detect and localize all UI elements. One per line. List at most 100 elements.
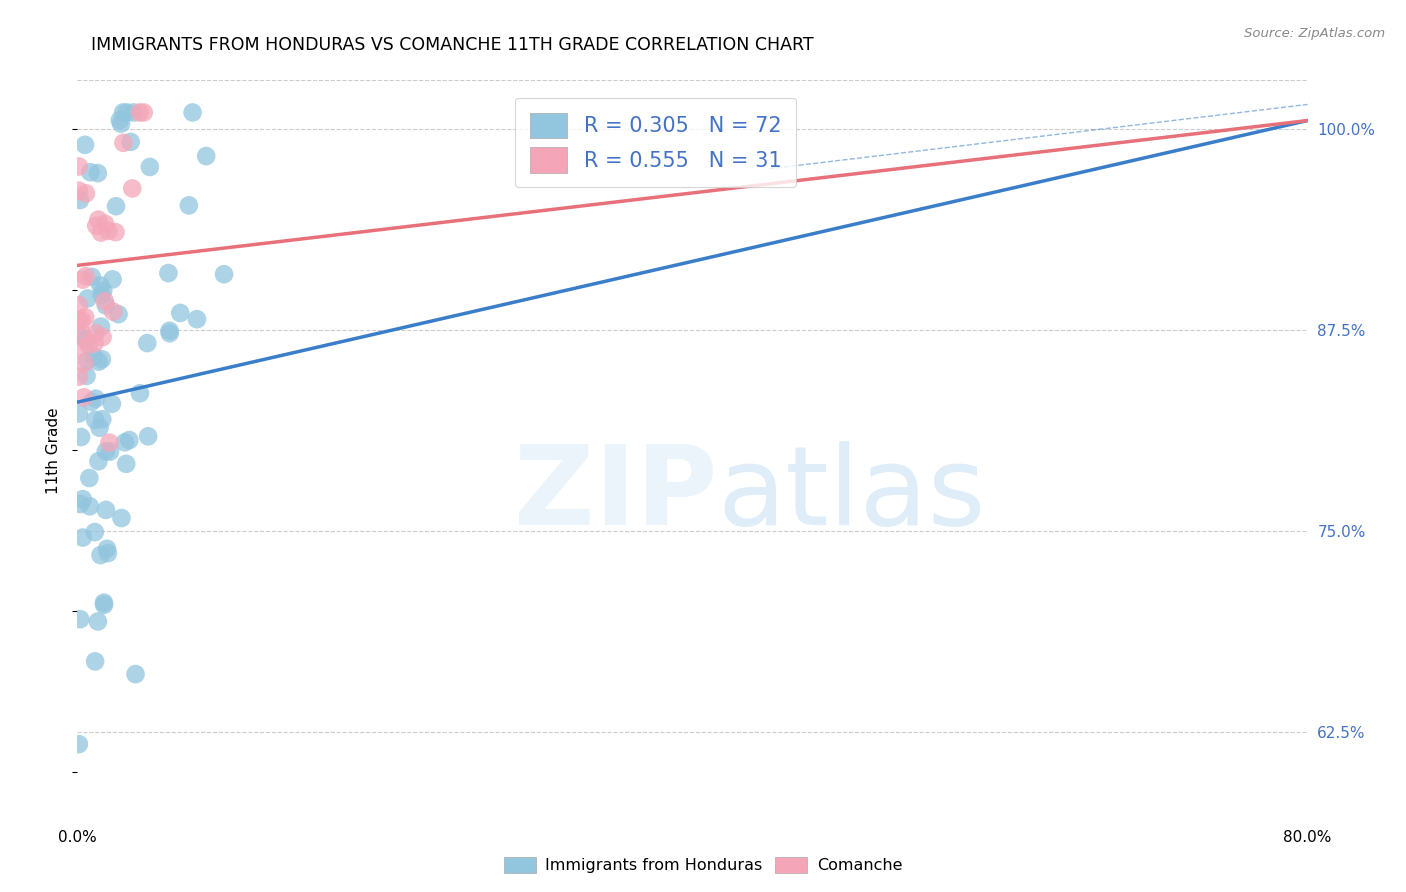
Point bbox=[136, 429, 159, 443]
Point bbox=[69, 193, 91, 207]
Point bbox=[105, 199, 128, 213]
Point bbox=[72, 326, 94, 341]
Point bbox=[84, 654, 107, 668]
Point bbox=[89, 278, 111, 293]
Point bbox=[67, 329, 90, 343]
Point bbox=[69, 612, 91, 626]
Point bbox=[67, 407, 90, 421]
Point bbox=[84, 392, 107, 406]
Point bbox=[72, 531, 94, 545]
Point bbox=[159, 324, 181, 338]
Point bbox=[128, 105, 150, 120]
Point bbox=[169, 306, 191, 320]
Point bbox=[121, 181, 143, 195]
Point bbox=[76, 368, 98, 383]
Point bbox=[96, 541, 118, 556]
Text: ZIP: ZIP bbox=[513, 442, 717, 549]
Point bbox=[90, 226, 112, 240]
Point bbox=[67, 341, 90, 355]
Point bbox=[103, 304, 125, 318]
Point bbox=[90, 319, 112, 334]
Point bbox=[110, 117, 132, 131]
Legend: R = 0.305   N = 72, R = 0.555   N = 31: R = 0.305 N = 72, R = 0.555 N = 31 bbox=[515, 98, 796, 187]
Point bbox=[212, 267, 235, 281]
Point bbox=[157, 266, 180, 280]
Point bbox=[120, 135, 142, 149]
Y-axis label: 11th Grade: 11th Grade bbox=[46, 407, 62, 494]
Point bbox=[73, 356, 96, 370]
Point bbox=[67, 184, 90, 198]
Point bbox=[115, 105, 138, 120]
Point bbox=[67, 313, 90, 327]
Point bbox=[83, 350, 105, 364]
Point bbox=[93, 596, 115, 610]
Point bbox=[112, 136, 135, 150]
Point bbox=[70, 313, 93, 327]
Point bbox=[76, 353, 98, 368]
Point bbox=[75, 186, 97, 201]
Point bbox=[94, 298, 117, 312]
Point bbox=[72, 273, 94, 287]
Point bbox=[114, 435, 136, 450]
Point bbox=[132, 105, 155, 120]
Point bbox=[91, 412, 114, 426]
Point bbox=[87, 615, 110, 629]
Legend: Immigrants from Honduras, Comanche: Immigrants from Honduras, Comanche bbox=[498, 850, 908, 880]
Point bbox=[83, 524, 105, 539]
Point bbox=[91, 330, 114, 344]
Point bbox=[118, 433, 141, 447]
Point bbox=[79, 500, 101, 514]
Point bbox=[67, 369, 90, 384]
Point bbox=[76, 292, 98, 306]
Point bbox=[104, 225, 127, 239]
Point bbox=[87, 454, 110, 468]
Point bbox=[122, 105, 145, 120]
Point bbox=[84, 413, 107, 427]
Point bbox=[87, 354, 110, 368]
Point bbox=[75, 333, 97, 347]
Point bbox=[75, 269, 97, 284]
Point bbox=[84, 326, 107, 341]
Point bbox=[87, 212, 110, 227]
Point bbox=[94, 503, 117, 517]
Point bbox=[98, 444, 121, 458]
Point bbox=[110, 511, 132, 525]
Point bbox=[139, 160, 162, 174]
Point bbox=[70, 430, 93, 444]
Point bbox=[90, 287, 112, 301]
Point bbox=[73, 390, 96, 404]
Text: Source: ZipAtlas.com: Source: ZipAtlas.com bbox=[1244, 27, 1385, 40]
Text: IMMIGRANTS FROM HONDURAS VS COMANCHE 11TH GRADE CORRELATION CHART: IMMIGRANTS FROM HONDURAS VS COMANCHE 11T… bbox=[91, 36, 814, 54]
Point bbox=[124, 667, 146, 681]
Point bbox=[94, 444, 117, 458]
Point bbox=[67, 160, 90, 174]
Point bbox=[112, 105, 135, 120]
Point bbox=[67, 298, 90, 312]
Point bbox=[75, 310, 97, 325]
Point bbox=[129, 386, 152, 401]
Point bbox=[195, 149, 218, 163]
Point bbox=[72, 492, 94, 507]
Point bbox=[89, 548, 111, 562]
Point bbox=[83, 336, 105, 351]
Point bbox=[90, 352, 112, 367]
Point bbox=[73, 137, 96, 152]
Point bbox=[69, 497, 91, 511]
Point bbox=[136, 336, 159, 351]
Point bbox=[108, 113, 131, 128]
Point bbox=[93, 598, 115, 612]
Point bbox=[177, 198, 200, 212]
Point bbox=[80, 269, 103, 284]
Point bbox=[80, 394, 103, 409]
Point bbox=[67, 737, 90, 751]
Text: atlas: atlas bbox=[717, 442, 986, 549]
Point bbox=[94, 217, 117, 231]
Point bbox=[94, 294, 117, 309]
Point bbox=[79, 471, 101, 485]
Point bbox=[97, 224, 120, 238]
Point bbox=[87, 166, 110, 180]
Point bbox=[89, 421, 111, 435]
Point bbox=[77, 338, 100, 352]
Point bbox=[101, 272, 124, 286]
Point bbox=[159, 326, 181, 341]
